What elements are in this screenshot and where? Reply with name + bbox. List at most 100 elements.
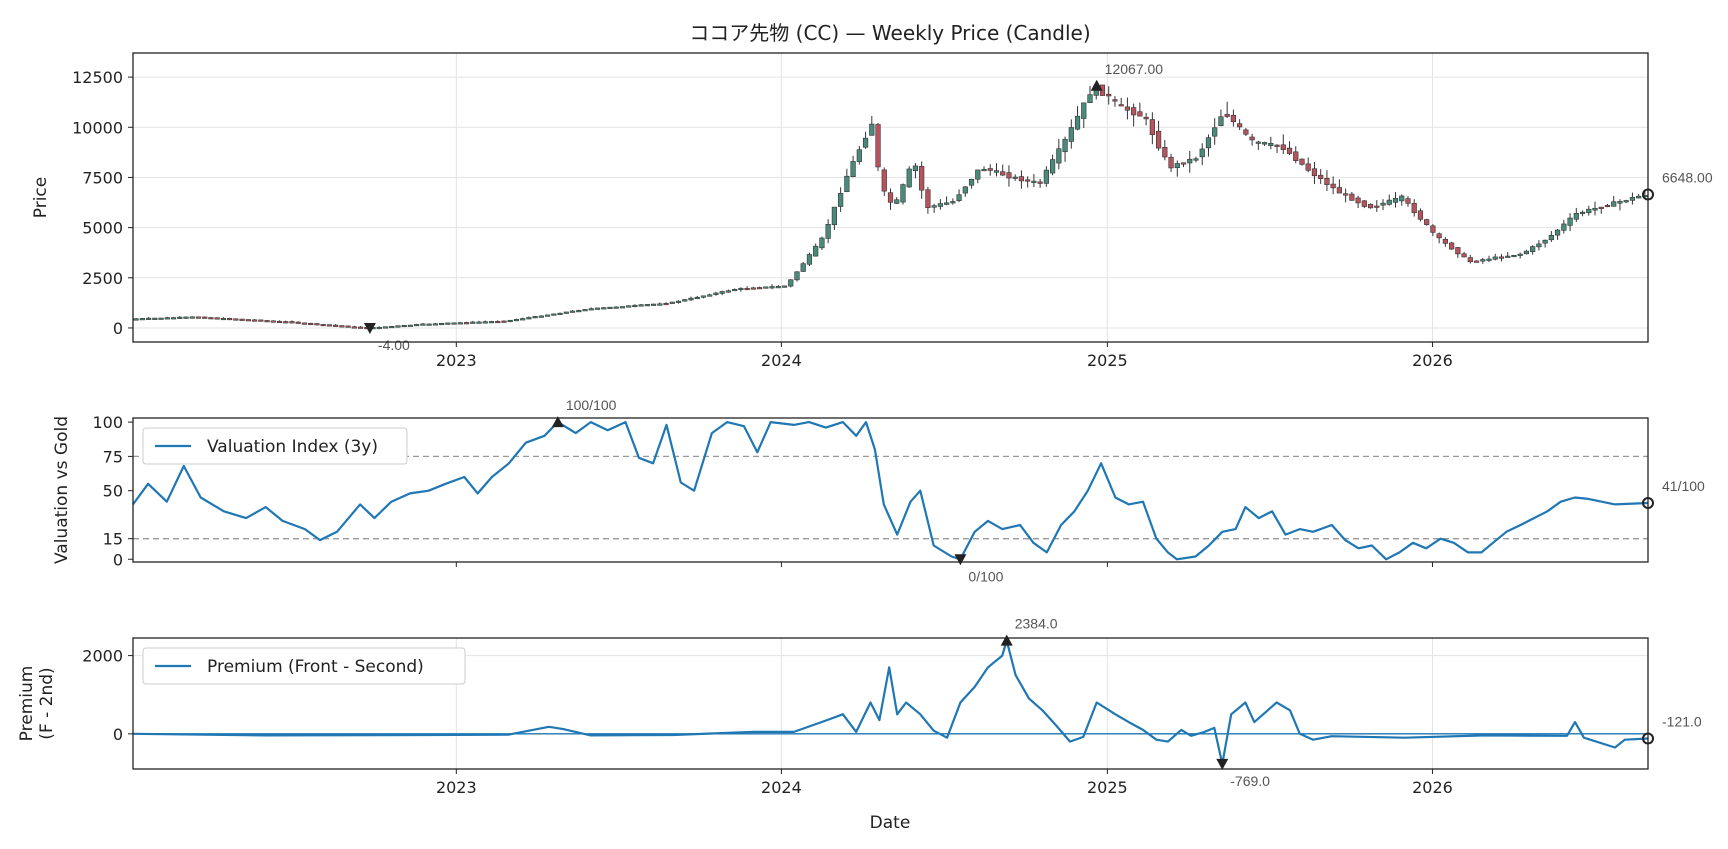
candle-body	[1542, 239, 1548, 244]
price-panel: 2023 2024 2025 2026 0 2500 5000 7500 10000 12500 P…	[31, 52, 1713, 370]
valuation-panel: 015 50 75 100 Valuation vs Gold Valuation Ind…	[52, 397, 1705, 584]
candle-body	[407, 324, 414, 327]
candle-body	[1031, 180, 1037, 183]
candle-body	[1523, 250, 1530, 255]
min-annotation-label: -769.0	[1230, 773, 1270, 789]
candle-body	[314, 323, 320, 326]
candle-body	[1006, 172, 1012, 179]
candle-body	[1461, 253, 1467, 258]
candle-body	[862, 137, 869, 148]
candle-body	[1286, 147, 1293, 154]
candle-body	[1193, 158, 1199, 161]
candle-body	[1467, 257, 1473, 263]
candle-body	[738, 287, 744, 291]
candle-body	[158, 317, 164, 320]
candle-body	[1623, 200, 1629, 203]
min-marker	[954, 554, 967, 566]
x-tick-label: 2024	[761, 351, 802, 370]
candle-body	[414, 324, 420, 327]
y-tick-label: 75	[103, 447, 123, 466]
candle-body	[763, 286, 769, 289]
candle-body	[439, 322, 445, 326]
candle-body	[1137, 111, 1143, 117]
legend: Premium (Front - Second)	[142, 647, 466, 685]
candle-body	[1392, 197, 1399, 203]
candle-body	[1536, 243, 1542, 248]
candle-body	[1180, 162, 1187, 165]
candle-body	[202, 316, 208, 319]
y-axis-label-line: Price	[31, 177, 51, 218]
candle-body	[1579, 211, 1586, 214]
candle-body	[170, 317, 177, 320]
candle-body	[1068, 127, 1074, 142]
candle-body	[719, 291, 725, 294]
candle-body	[1087, 94, 1093, 103]
candle-body	[195, 316, 202, 319]
last-annotation-label: -121.0	[1662, 714, 1702, 730]
candle-body	[1442, 238, 1448, 244]
candle-body	[800, 263, 806, 272]
candle-body	[276, 320, 283, 324]
y-tick-label: 2500	[82, 269, 123, 288]
candle-body	[326, 324, 332, 327]
candle-body	[283, 321, 289, 324]
legend-label: Valuation Index (3y)	[207, 437, 378, 457]
candle-body	[626, 305, 632, 308]
candle-body	[245, 319, 251, 322]
candle-body	[1430, 225, 1436, 233]
candle-body	[644, 304, 650, 307]
candle-body	[1517, 253, 1523, 256]
candle-body	[887, 192, 894, 203]
candle-body	[270, 320, 276, 323]
candle-body	[594, 307, 601, 310]
x-tick-label: 2025	[1087, 778, 1128, 797]
candle-body	[1243, 129, 1249, 135]
candle-body	[869, 123, 875, 136]
candle-body	[401, 324, 407, 328]
candle-body	[432, 323, 438, 326]
candle-body	[389, 325, 395, 329]
candle-body	[1492, 256, 1498, 260]
candle-body	[619, 306, 626, 309]
candle-body	[1212, 127, 1218, 137]
candle-body	[1199, 148, 1205, 158]
candle-body	[1012, 176, 1018, 179]
x-axis-label: Date	[870, 813, 911, 833]
candle-body	[725, 290, 732, 293]
x-tick-label: 2024	[761, 778, 802, 797]
chart-title: ココア先物 (CC) — Weekly Price (Candle)	[689, 21, 1090, 45]
y-tick-label: 15	[103, 530, 123, 549]
y-axis-label-line: (F - 2nd)	[37, 667, 57, 739]
candle-body	[463, 322, 470, 325]
candle-body	[1617, 201, 1623, 204]
candle-body	[251, 319, 258, 322]
candle-body	[133, 318, 139, 321]
candle-body	[557, 312, 563, 315]
candle-body	[968, 178, 975, 186]
candle-body	[289, 321, 295, 324]
candle-body	[457, 322, 463, 325]
candle-body	[1330, 183, 1336, 189]
candle-body	[919, 166, 925, 191]
candle-body	[912, 165, 919, 171]
candle-body	[1636, 195, 1642, 199]
candle-body	[1336, 187, 1342, 194]
candle-body	[1417, 210, 1424, 220]
candle-body	[1062, 138, 1068, 153]
legend: Valuation Index (3y)	[142, 427, 408, 465]
candle-body	[1049, 159, 1056, 174]
candle-body	[1399, 195, 1405, 202]
candle-body	[1043, 169, 1049, 184]
x-tick-label: 2026	[1412, 778, 1453, 797]
series-line	[132, 421, 1649, 561]
candle-body	[320, 324, 326, 327]
y-tick-label: 10000	[72, 118, 123, 137]
candle-body	[1511, 255, 1517, 258]
candle-body	[1380, 202, 1386, 206]
candle-body	[1604, 204, 1611, 208]
candle-body	[925, 189, 931, 209]
candle-body	[1530, 246, 1536, 252]
candle-body	[1124, 106, 1131, 111]
candle-body	[1561, 223, 1567, 231]
candle-body	[775, 286, 781, 289]
